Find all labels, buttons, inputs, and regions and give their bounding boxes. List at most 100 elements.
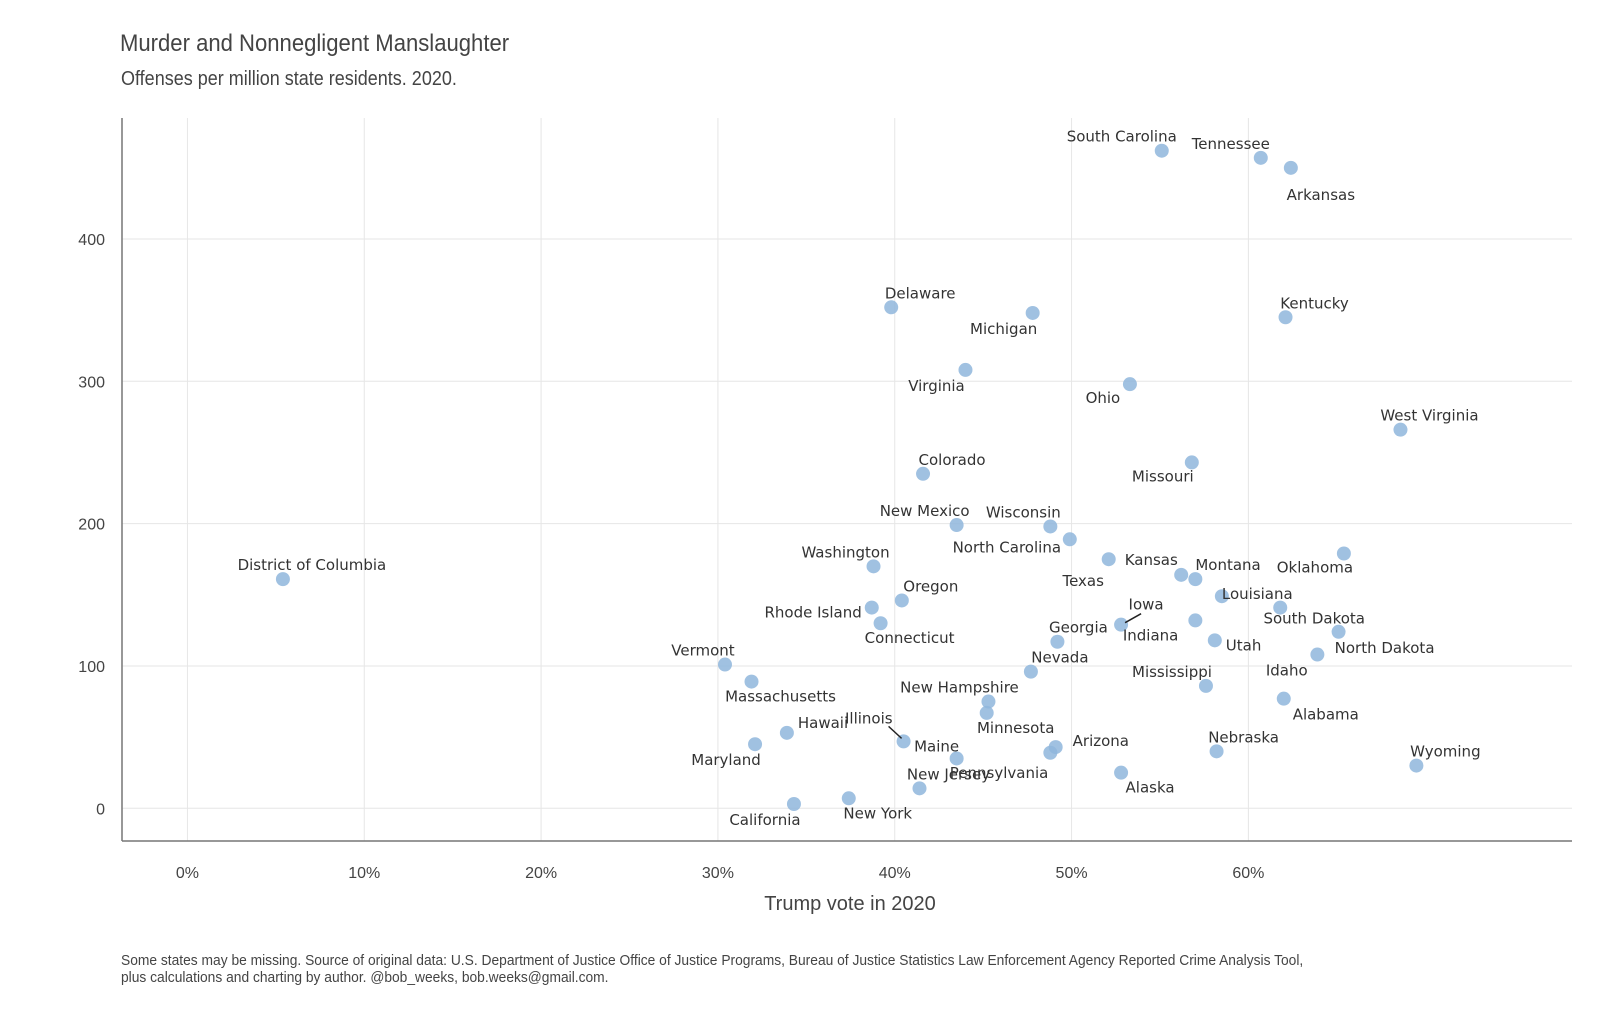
point-label: West Virginia [1380, 407, 1478, 425]
point-label: Oklahoma [1277, 559, 1353, 577]
data-point [779, 725, 794, 740]
point-label: Nebraska [1208, 728, 1279, 746]
data-point [1050, 634, 1065, 649]
point-label: New Mexico [880, 502, 970, 520]
data-point [1043, 519, 1058, 534]
point-label: Idaho [1266, 662, 1308, 680]
chart-footnote: Some states may be missing. Source of or… [121, 952, 1303, 986]
point-label: New York [843, 804, 912, 822]
data-point [841, 791, 856, 806]
data-point [1214, 589, 1229, 604]
data-point [1409, 758, 1424, 773]
data-point [1278, 310, 1293, 325]
data-point [949, 518, 964, 533]
point-label: Maryland [691, 751, 761, 769]
point-label: Hawaii [798, 714, 848, 732]
y-tick-label: 400 [78, 232, 105, 249]
point-label: South Dakota [1263, 610, 1365, 628]
data-point [864, 600, 879, 615]
data-point [1276, 691, 1291, 706]
point-label: Oregon [903, 577, 958, 595]
point-label: Indiana [1123, 626, 1179, 644]
data-point [1174, 567, 1189, 582]
point-label: Utah [1226, 636, 1262, 654]
data-point [1122, 377, 1137, 392]
data-point [786, 796, 801, 811]
data-point [1023, 664, 1038, 679]
y-tick-label: 100 [78, 659, 105, 676]
data-point [1253, 150, 1268, 165]
y-tick-label: 200 [78, 517, 105, 534]
point-label: Kentucky [1280, 294, 1349, 312]
x-tick-label: 30% [702, 865, 734, 882]
point-label: Montana [1195, 556, 1260, 574]
data-point [1062, 532, 1077, 547]
point-label: Colorado [919, 451, 986, 469]
data-point [717, 657, 732, 672]
footnote-line-1: Some states may be missing. Source of or… [121, 952, 1304, 969]
point-label: South Carolina [1067, 128, 1177, 146]
data-point [1273, 600, 1288, 615]
point-label: New Jersey [907, 765, 990, 783]
data-point [1207, 633, 1222, 648]
point-label: Connecticut [865, 629, 955, 647]
data-point [979, 705, 994, 720]
data-point [1310, 647, 1325, 662]
data-point [958, 362, 973, 377]
data-point [1188, 572, 1203, 587]
chart-title: Murder and Nonnegligent Manslaughter [120, 30, 510, 57]
point-label: Alabama [1293, 706, 1359, 724]
point-label: New Hampshire [900, 679, 1019, 697]
point-label: Illinois [845, 709, 893, 727]
point-label: Minnesota [977, 719, 1054, 737]
gridlines [122, 118, 1572, 841]
x-tick-label: 60% [1232, 865, 1264, 882]
data-point [1101, 552, 1116, 567]
data-point [1336, 546, 1351, 561]
data-point [1198, 678, 1213, 693]
data-point [866, 559, 881, 574]
point-label: Delaware [885, 284, 956, 302]
x-tick-label: 0% [176, 865, 199, 882]
label-leader-line [1124, 613, 1142, 624]
footnote-line-2: plus calculations and charting by author… [121, 969, 609, 986]
x-axis-title: Trump vote in 2020 [764, 893, 936, 915]
data-point [981, 694, 996, 709]
point-label: Pennsylvania [950, 764, 1049, 782]
data-point [873, 616, 888, 631]
point-label: Ohio [1086, 389, 1121, 407]
data-point [1283, 160, 1298, 175]
data-point [1114, 617, 1129, 632]
data-point [916, 466, 931, 481]
data-point [744, 674, 759, 689]
point-label: Texas [1061, 572, 1104, 590]
x-tick-label: 20% [525, 865, 557, 882]
y-tick-label: 0 [96, 801, 105, 818]
point-label: Iowa [1129, 596, 1164, 614]
data-point [1393, 422, 1408, 437]
point-label: Washington [801, 543, 889, 561]
point-label: Missouri [1132, 467, 1194, 485]
point-label: Wyoming [1410, 743, 1480, 761]
data-point [1188, 613, 1203, 628]
point-label: Mississippi [1132, 663, 1212, 681]
data-point [275, 572, 290, 587]
point-label: Virginia [908, 377, 965, 395]
data-points [275, 143, 1424, 811]
point-label: Louisiana [1222, 585, 1293, 603]
data-point [1025, 305, 1040, 320]
chart-subtitle: Offenses per million state residents. 20… [121, 68, 457, 90]
point-label: Arkansas [1287, 186, 1356, 204]
point-label: Georgia [1049, 619, 1108, 637]
point-label: Wisconsin [986, 503, 1061, 521]
data-point [1114, 765, 1129, 780]
point-label: Alaska [1126, 779, 1175, 797]
data-point [949, 751, 964, 766]
data-point [894, 593, 909, 608]
point-label: North Carolina [953, 538, 1061, 556]
point-label: Michigan [970, 320, 1037, 338]
point-label: North Dakota [1335, 639, 1435, 657]
x-tick-label: 10% [348, 865, 380, 882]
data-point [748, 737, 763, 752]
